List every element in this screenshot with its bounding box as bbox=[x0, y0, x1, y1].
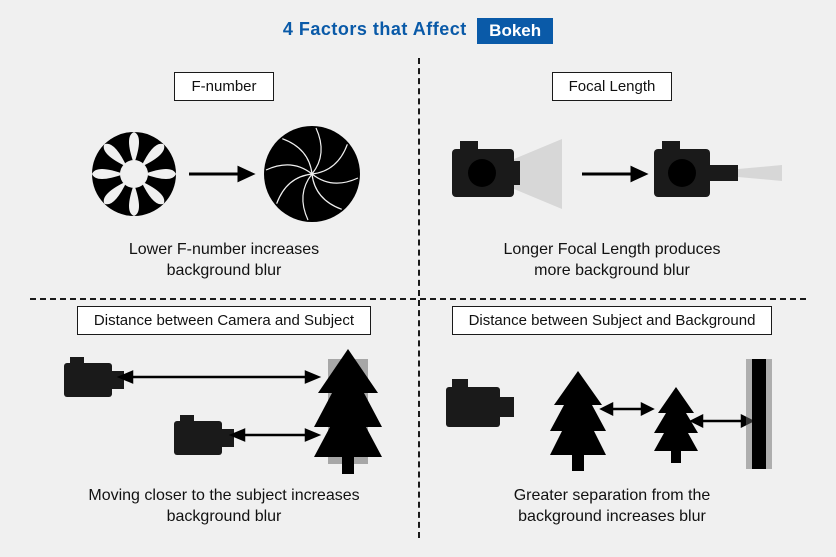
camera-tele-icon bbox=[654, 141, 782, 197]
double-arrow-icon bbox=[692, 416, 752, 426]
tree-far-icon bbox=[654, 387, 698, 463]
title-badge: Bokeh bbox=[477, 18, 553, 44]
double-arrow-icon bbox=[232, 430, 318, 440]
tree-subject-icon bbox=[314, 349, 382, 474]
panel-caption: Longer Focal Length producesmore backgro… bbox=[503, 239, 720, 282]
infographic-container: 4 Factors that Affect Bokeh F-number bbox=[0, 0, 836, 557]
panel-label: F-number bbox=[174, 72, 273, 101]
panel-caption: Lower F-number increasesbackground blur bbox=[129, 239, 319, 282]
panel-subject-background-distance: Distance between Subject and Background bbox=[418, 292, 806, 538]
camera-wide-icon bbox=[452, 139, 562, 209]
focal-length-illustration bbox=[436, 115, 788, 233]
horizontal-divider bbox=[30, 298, 806, 300]
camera-far-icon bbox=[64, 357, 124, 397]
subject-background-illustration bbox=[436, 349, 788, 479]
camera-subject-illustration bbox=[48, 349, 400, 479]
panel-camera-subject-distance: Distance between Camera and Subject bbox=[30, 292, 418, 538]
aperture-closed-icon bbox=[264, 126, 360, 222]
camera-near-icon bbox=[174, 415, 234, 455]
background-wall-icon bbox=[746, 359, 772, 469]
f-number-illustration bbox=[48, 115, 400, 233]
panel-grid: F-number bbox=[30, 58, 806, 538]
panel-focal-length: Focal Length bbox=[418, 58, 806, 292]
arrow-right-icon bbox=[582, 168, 645, 180]
title-row: 4 Factors that Affect Bokeh bbox=[30, 18, 806, 44]
panel-f-number: F-number bbox=[30, 58, 418, 292]
panel-label: Distance between Camera and Subject bbox=[77, 306, 371, 335]
panel-label: Distance between Subject and Background bbox=[452, 306, 773, 335]
double-arrow-icon bbox=[602, 404, 652, 414]
title-prefix: 4 Factors that Affect bbox=[283, 19, 467, 39]
camera-icon bbox=[446, 379, 514, 427]
panel-caption: Moving closer to the subject increasesba… bbox=[88, 485, 359, 528]
panel-label: Focal Length bbox=[552, 72, 673, 101]
tree-near-icon bbox=[550, 371, 606, 471]
aperture-open-icon bbox=[92, 132, 176, 216]
arrow-right-icon bbox=[189, 168, 252, 180]
double-arrow-icon bbox=[120, 372, 318, 382]
panel-caption: Greater separation from thebackground in… bbox=[514, 485, 711, 528]
